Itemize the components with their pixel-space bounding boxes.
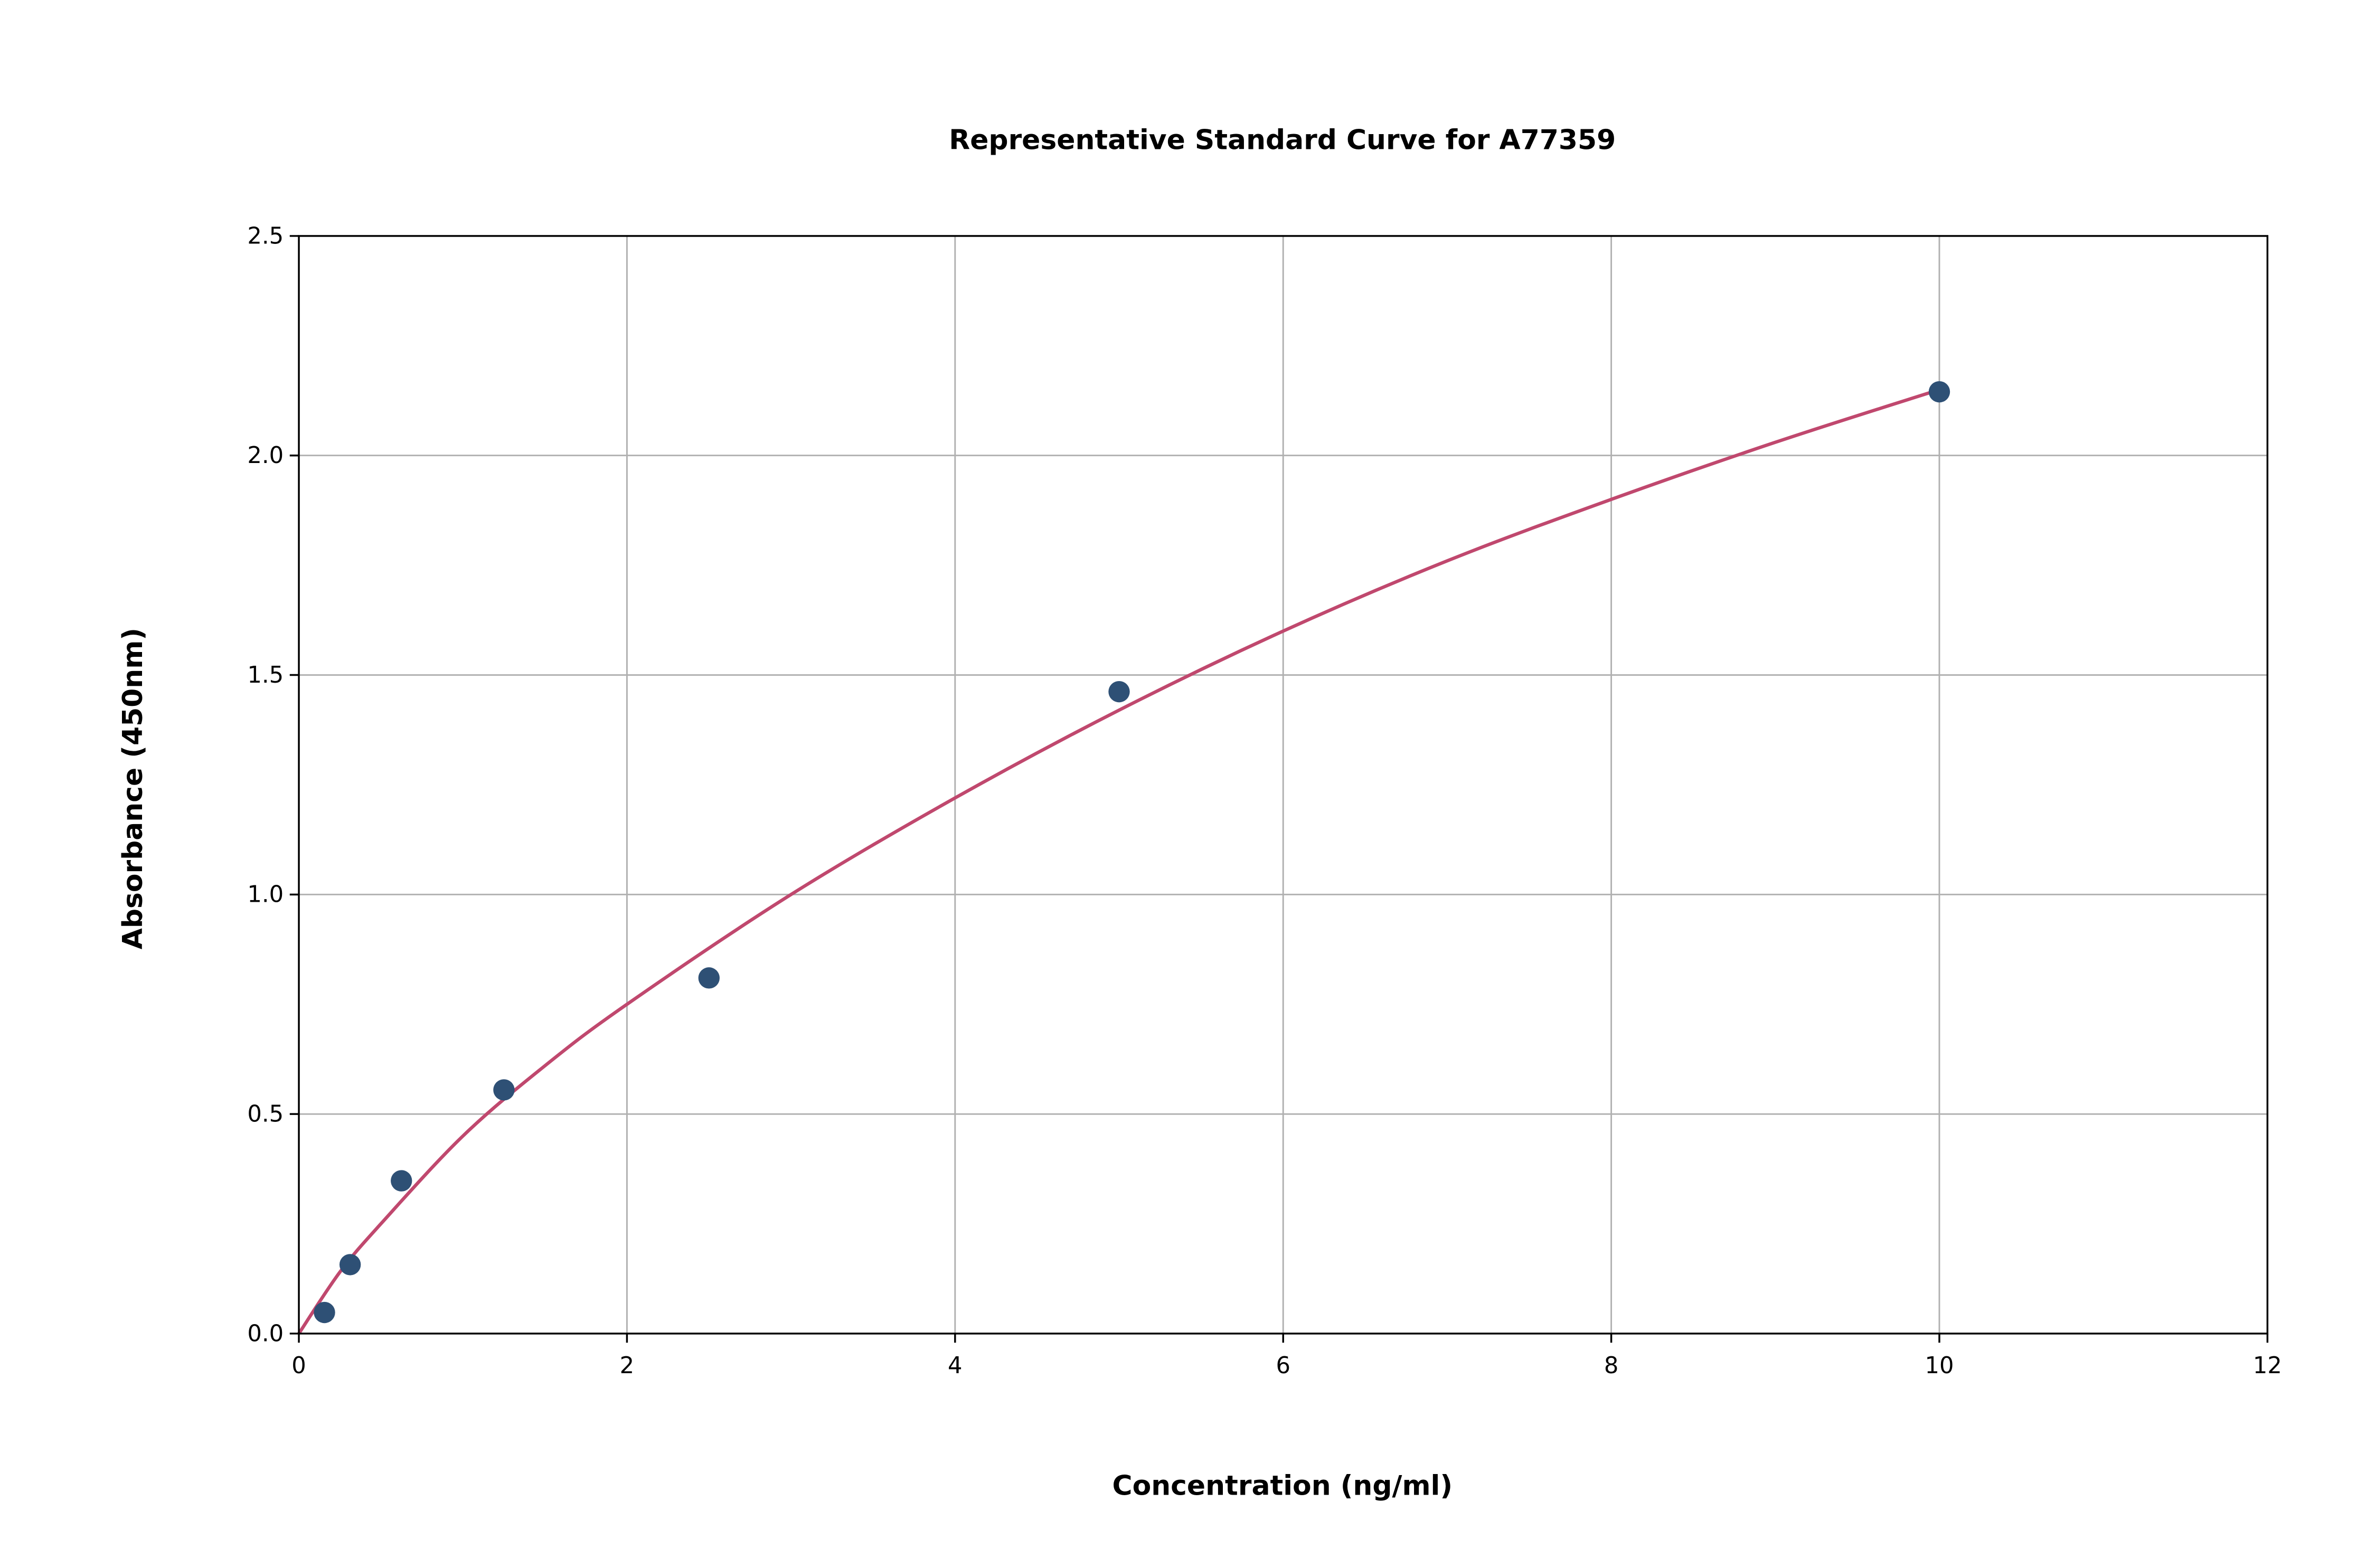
x-tick-label: 6 (1276, 1353, 1290, 1379)
x-tick-label: 12 (2253, 1353, 2282, 1379)
plot-frame (298, 235, 2269, 1335)
y-tick-label: 0.5 (247, 1101, 284, 1128)
x-tick-label: 10 (1925, 1353, 1954, 1379)
data-point (391, 1170, 412, 1192)
y-tick-label: 1.5 (247, 662, 284, 688)
data-point (1928, 381, 1950, 403)
x-axis-label: Concentration (ng/ml) (1112, 1470, 1453, 1502)
y-tick-label: 2.0 (247, 442, 284, 469)
data-point (493, 1079, 515, 1101)
data-point (339, 1254, 361, 1276)
data-point (314, 1301, 335, 1324)
y-tick-label: 1.0 (247, 882, 284, 908)
data-point (1108, 681, 1130, 703)
x-tick-label: 4 (948, 1353, 963, 1379)
data-points (314, 381, 1950, 1324)
y-axis-label: Absorbance (450nm) (117, 628, 149, 949)
y-tick-label: 0.0 (247, 1320, 284, 1347)
data-point (698, 967, 720, 989)
grid (298, 235, 2268, 1335)
x-tick-label: 2 (620, 1353, 635, 1379)
x-tick-label: 0 (291, 1353, 306, 1379)
fit-curve (297, 388, 1940, 1335)
ticks: 0 2 4 6 8 10 12 0.0 0.5 1.0 1.5 2.0 2.5 (247, 223, 2282, 1379)
x-tick-label: 8 (1604, 1353, 1619, 1379)
y-tick-label: 2.5 (247, 223, 284, 249)
chart-title: Representative Standard Curve for A77359 (949, 125, 1616, 156)
